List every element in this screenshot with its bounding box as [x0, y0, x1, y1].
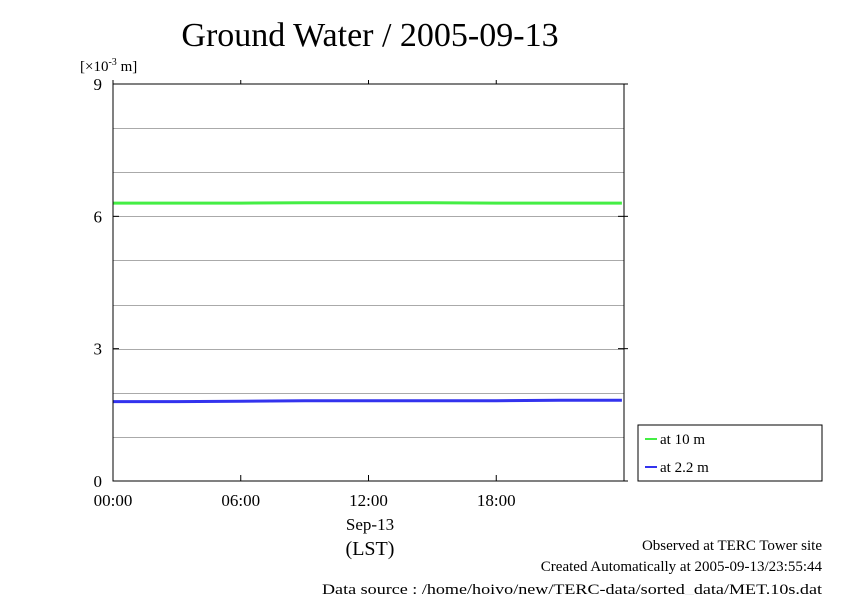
series-lines: [113, 201, 622, 404]
x-date-label: Sep-13: [346, 515, 394, 534]
x-zone-label: (LST): [346, 538, 395, 560]
legend-label-at-2-2m: at 2.2 m: [660, 460, 709, 476]
legend-box: [637, 424, 823, 482]
footer-created: Created Automatically at 2005-09-13/23:5…: [541, 559, 823, 575]
x-tick-label: 00:00: [94, 491, 133, 510]
plot-frame: [112, 83, 625, 482]
footer-source: Data source : /home/hoivo/new/TERC-data/…: [322, 582, 823, 595]
y-tick-label: 0: [94, 472, 103, 491]
legend-label-at-10m: at 10 m: [660, 432, 705, 448]
series-line-1: [113, 398, 622, 404]
chart-title: Ground Water / 2005-09-13: [181, 17, 558, 54]
y-tick-label: 9: [94, 75, 103, 94]
x-tick-label: 12:00: [349, 491, 388, 510]
y-tick-label: 3: [94, 340, 103, 359]
footer-observed: Observed at TERC Tower site: [642, 538, 822, 554]
y-tick-label: 6: [94, 207, 103, 226]
y-unit-label: [×10-3 m]: [80, 57, 137, 75]
grid-lines: [113, 128, 624, 438]
axis-ticks: 0 3 6 9 00:00 06:00 12:00 18:00: [94, 75, 628, 510]
legend: at 10 m at 2.2 m: [637, 424, 823, 482]
x-tick-label: 06:00: [221, 491, 260, 510]
x-tick-label: 18:00: [477, 491, 516, 510]
